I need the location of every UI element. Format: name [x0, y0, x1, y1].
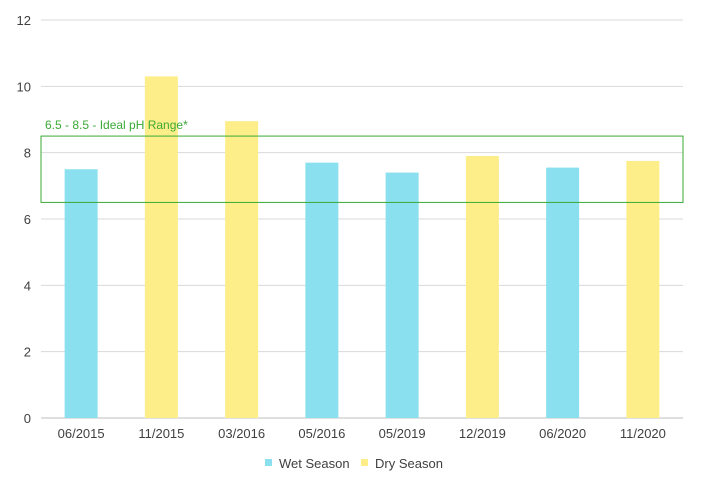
- x-tick-label: 05/2016: [298, 426, 345, 441]
- x-tick-label: 11/2020: [620, 426, 666, 441]
- bar-05-2016: [305, 162, 339, 418]
- bar-06-2015: [64, 169, 98, 418]
- legend-swatch: [265, 459, 272, 466]
- x-tick-label: 03/2016: [218, 426, 265, 441]
- ideal-range-box: [40, 135, 684, 203]
- bars: [64, 76, 660, 419]
- bar-11-2020: [626, 160, 660, 419]
- ideal-range-band: 6.5 - 8.5 - Ideal pH Range*: [40, 118, 684, 203]
- bar-03-2016: [225, 121, 259, 419]
- bar-11-2015: [144, 76, 178, 418]
- bar-05-2019: [385, 172, 419, 418]
- y-tick-label: 0: [24, 411, 31, 426]
- bar-06-2020: [546, 167, 580, 418]
- y-tick-label: 12: [17, 13, 31, 28]
- legend-label[interactable]: Dry Season: [375, 456, 443, 471]
- gridlines: [41, 19, 683, 419]
- x-tick-label: 06/2015: [58, 426, 105, 441]
- y-tick-label: 6: [24, 212, 31, 227]
- y-tick-label: 8: [24, 146, 31, 161]
- legend: Wet Season Dry Season: [265, 456, 443, 471]
- x-axis-ticks: 06/2015 11/2015 03/2016 05/2016 05/2019 12/20…: [58, 426, 666, 441]
- x-tick-label: 11/2015: [138, 426, 184, 441]
- y-tick-label: 10: [17, 79, 31, 94]
- y-axis-ticks: 0 2 4 6 8 10 12: [17, 13, 31, 426]
- bar-12-2019: [465, 155, 499, 418]
- x-tick-label: 12/2019: [459, 426, 506, 441]
- x-tick-label: 06/2020: [539, 426, 586, 441]
- legend-label[interactable]: Wet Season: [279, 456, 350, 471]
- legend-swatch: [361, 459, 368, 466]
- y-tick-label: 4: [24, 278, 31, 293]
- ideal-range-label: 6.5 - 8.5 - Ideal pH Range*: [45, 118, 188, 132]
- y-tick-label: 2: [24, 345, 31, 360]
- x-tick-label: 05/2019: [379, 426, 426, 441]
